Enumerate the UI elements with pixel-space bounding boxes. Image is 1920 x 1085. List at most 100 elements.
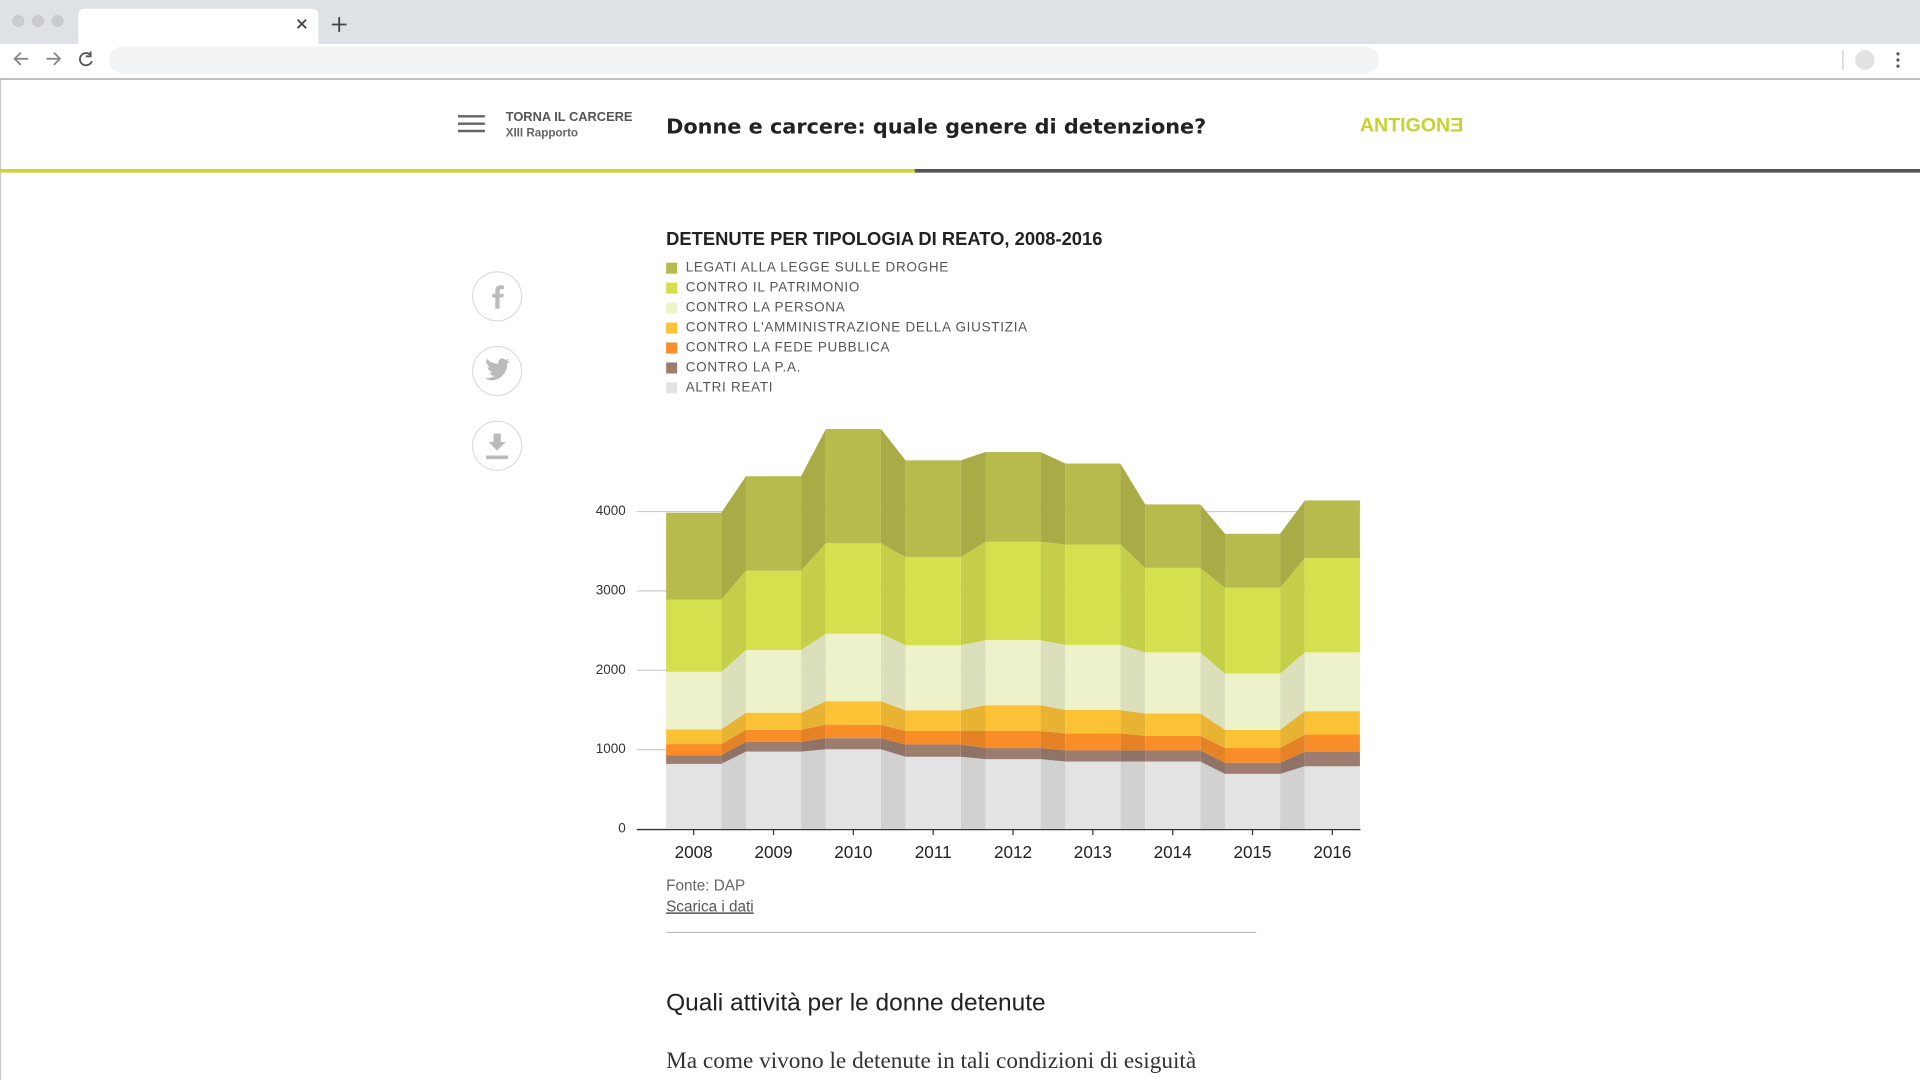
address-bar[interactable]	[108, 46, 1379, 74]
transition	[960, 744, 986, 760]
tab-close[interactable]	[296, 18, 307, 29]
forward-button[interactable]	[46, 52, 62, 66]
legend-swatch	[666, 342, 678, 354]
profile[interactable]	[1855, 50, 1875, 70]
area-block	[905, 645, 961, 711]
transition	[1280, 557, 1305, 674]
area-block	[905, 557, 961, 646]
menu-dot[interactable]	[1896, 58, 1900, 62]
transition	[1120, 644, 1146, 714]
menu-dot[interactable]	[1896, 64, 1900, 68]
area-block	[825, 633, 881, 702]
transition	[801, 429, 826, 571]
transition	[960, 705, 986, 731]
transition	[1280, 711, 1305, 749]
area-block	[666, 755, 722, 764]
transition	[960, 452, 986, 558]
transition	[1120, 463, 1146, 568]
area-block	[745, 650, 802, 713]
window-dot	[51, 14, 64, 27]
legend-swatch	[666, 302, 678, 314]
area-block	[1065, 761, 1121, 829]
transition	[801, 749, 826, 829]
plot: 0 1000 2000 3000 4000 2008 2009 2010 2011 2012 201…	[596, 429, 1361, 862]
area-block	[1304, 500, 1360, 558]
x-tick-label: 2011	[915, 842, 952, 862]
area-block	[825, 738, 881, 750]
transition	[1200, 567, 1225, 674]
x-tick-label: 2013	[1074, 842, 1112, 862]
transition	[1120, 761, 1146, 829]
back-sublabel[interactable]: XIII Rapporto	[506, 127, 578, 140]
area-block	[985, 730, 1041, 749]
new-tab[interactable]	[331, 17, 347, 32]
area-block	[1304, 652, 1360, 712]
transition	[1120, 733, 1146, 751]
window-dot	[31, 14, 45, 27]
area-block	[985, 759, 1041, 829]
transition	[960, 640, 986, 711]
chart-title: DETENUTE PER TIPOLOGIA DI REATO, 2008-20…	[666, 228, 1102, 249]
tab-bar	[0, 0, 1920, 45]
transition	[960, 730, 986, 749]
area-block	[1065, 709, 1121, 734]
legend-label: CONTRO L'AMMINISTRAZIONE DELLA GIUSTIZIA	[686, 320, 1028, 335]
area-block	[666, 512, 722, 600]
y-tick-label: 0	[618, 821, 625, 836]
area-block	[825, 701, 881, 725]
area-block	[1224, 587, 1281, 674]
transition	[1200, 735, 1225, 763]
transition	[801, 738, 826, 752]
transition	[1280, 766, 1305, 829]
transition	[1120, 709, 1146, 736]
transition	[721, 570, 746, 672]
legend-label: ALTRI REATI	[686, 379, 774, 394]
x-tick-label: 2015	[1233, 842, 1271, 862]
transition	[1280, 652, 1305, 730]
area-block	[1145, 504, 1201, 568]
facebook-icon	[492, 285, 504, 309]
area-block	[666, 599, 722, 672]
transition	[721, 476, 746, 600]
back-button[interactable]	[13, 52, 29, 66]
transition	[801, 701, 826, 730]
area-block	[825, 724, 881, 739]
area-block	[1145, 735, 1201, 751]
area-block	[905, 744, 961, 757]
transition	[880, 738, 906, 757]
area-block	[745, 570, 802, 651]
legend-swatch	[666, 382, 678, 394]
legend-label: LEGATI ALLA LEGGE SULLE DROGHE	[686, 260, 949, 275]
area-block	[905, 710, 961, 731]
menu-dot[interactable]	[1896, 52, 1900, 56]
area-block	[745, 729, 802, 742]
transition	[1040, 452, 1066, 545]
y-tick-label: 2000	[596, 662, 626, 677]
area-block	[1145, 750, 1201, 762]
area-block	[825, 749, 881, 829]
window-dot	[12, 14, 25, 27]
area-block	[905, 730, 961, 745]
tab[interactable]	[78, 8, 319, 45]
transition	[1200, 750, 1225, 774]
legend: LEGATI ALLA LEGGE SULLE DROGHE CONTRO IL …	[666, 260, 1028, 394]
transition	[721, 729, 746, 756]
x-tick-label: 2016	[1313, 842, 1351, 862]
back-label[interactable]: TORNA IL CARCERE	[506, 109, 633, 124]
menu-icon[interactable]	[457, 115, 485, 133]
transition	[721, 741, 746, 764]
area-block	[666, 763, 722, 829]
reload-button[interactable]	[79, 51, 93, 67]
area-block	[1145, 713, 1201, 736]
area-block	[1224, 762, 1281, 774]
transition	[880, 701, 906, 731]
x-tick-label: 2008	[675, 842, 713, 862]
download-link[interactable]: Scarica i dati	[666, 898, 754, 915]
transition	[1040, 748, 1066, 762]
area-block	[1224, 773, 1281, 829]
transition	[801, 724, 826, 742]
logo[interactable]: ANTIGONƎ	[1360, 114, 1463, 136]
area-block	[1065, 644, 1121, 710]
area-block	[1145, 761, 1201, 829]
